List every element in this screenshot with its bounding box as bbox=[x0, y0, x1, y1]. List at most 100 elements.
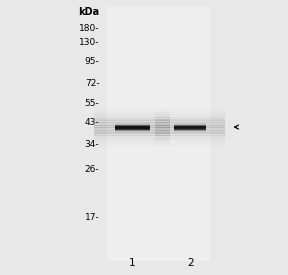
Bar bbox=[174, 126, 206, 127]
Bar bbox=[115, 123, 150, 124]
Bar bbox=[94, 127, 170, 128]
Bar bbox=[94, 140, 170, 141]
Bar bbox=[174, 130, 206, 131]
Bar bbox=[155, 133, 225, 134]
Bar bbox=[94, 133, 170, 134]
Bar bbox=[94, 122, 170, 123]
Bar bbox=[174, 122, 206, 123]
Bar bbox=[155, 114, 225, 115]
Bar bbox=[94, 140, 170, 141]
Bar bbox=[155, 131, 225, 132]
Text: 1: 1 bbox=[129, 258, 136, 268]
Bar bbox=[155, 133, 225, 134]
Bar bbox=[155, 119, 225, 120]
Bar bbox=[94, 111, 170, 112]
Bar bbox=[94, 128, 170, 129]
Bar bbox=[155, 125, 225, 126]
Bar bbox=[155, 140, 225, 141]
Bar bbox=[115, 131, 150, 132]
Bar bbox=[174, 132, 206, 133]
Bar bbox=[155, 139, 225, 140]
Bar bbox=[174, 131, 206, 132]
Bar bbox=[94, 113, 170, 114]
Text: 72-: 72- bbox=[85, 79, 99, 88]
Bar bbox=[115, 126, 150, 127]
Bar bbox=[174, 126, 206, 127]
Bar bbox=[115, 128, 150, 129]
Bar bbox=[155, 120, 225, 121]
Bar bbox=[94, 119, 170, 120]
Bar bbox=[155, 132, 225, 133]
Bar bbox=[115, 125, 150, 126]
Bar bbox=[115, 127, 150, 128]
Bar bbox=[155, 142, 225, 143]
Text: 34-: 34- bbox=[85, 140, 99, 149]
Bar bbox=[94, 138, 170, 139]
Bar bbox=[155, 124, 225, 125]
Bar bbox=[94, 135, 170, 136]
Bar bbox=[115, 128, 150, 129]
Bar bbox=[174, 124, 206, 125]
Bar bbox=[94, 127, 170, 128]
Bar bbox=[155, 113, 225, 114]
Bar bbox=[115, 131, 150, 132]
Bar bbox=[155, 116, 225, 117]
Bar bbox=[174, 127, 206, 128]
Bar bbox=[115, 127, 150, 128]
Bar bbox=[115, 126, 150, 127]
Bar bbox=[155, 144, 225, 145]
Bar bbox=[174, 128, 206, 129]
Bar bbox=[94, 117, 170, 118]
Bar bbox=[155, 123, 225, 125]
Bar bbox=[115, 132, 150, 133]
Bar bbox=[94, 130, 170, 131]
Bar bbox=[155, 127, 225, 128]
Bar bbox=[174, 123, 206, 124]
Bar bbox=[115, 124, 150, 125]
Bar bbox=[174, 125, 206, 126]
Bar bbox=[94, 121, 170, 122]
Text: 95-: 95- bbox=[85, 57, 99, 66]
Bar bbox=[94, 133, 170, 134]
Bar bbox=[94, 135, 170, 136]
Bar bbox=[174, 123, 206, 124]
Bar bbox=[155, 120, 225, 121]
Bar bbox=[94, 139, 170, 140]
Bar bbox=[155, 111, 225, 112]
Bar bbox=[115, 123, 150, 124]
Bar bbox=[155, 112, 225, 113]
Bar bbox=[174, 130, 206, 131]
Bar bbox=[115, 132, 150, 133]
Text: 26-: 26- bbox=[85, 165, 99, 174]
Bar bbox=[155, 118, 225, 119]
Bar bbox=[94, 115, 170, 116]
Bar bbox=[94, 131, 170, 132]
Bar bbox=[94, 129, 170, 130]
Text: 55-: 55- bbox=[85, 99, 99, 108]
Bar bbox=[94, 137, 170, 138]
Bar bbox=[94, 126, 170, 127]
Bar bbox=[115, 122, 150, 123]
Bar bbox=[94, 143, 170, 144]
Bar bbox=[94, 112, 170, 113]
Bar bbox=[155, 115, 225, 116]
Bar bbox=[115, 126, 150, 127]
Bar bbox=[115, 129, 150, 130]
Bar bbox=[94, 114, 170, 115]
Bar bbox=[115, 130, 150, 131]
Bar bbox=[174, 129, 206, 130]
Bar bbox=[115, 124, 150, 125]
Bar bbox=[155, 119, 225, 120]
Bar bbox=[94, 130, 170, 131]
Bar bbox=[155, 128, 225, 129]
Bar bbox=[155, 130, 225, 131]
Bar bbox=[174, 132, 206, 133]
Bar bbox=[155, 130, 225, 131]
Bar bbox=[155, 110, 225, 111]
Bar bbox=[94, 128, 170, 130]
Bar bbox=[94, 136, 170, 137]
Bar bbox=[115, 129, 150, 130]
Bar bbox=[155, 138, 225, 139]
Bar bbox=[94, 112, 170, 113]
Bar bbox=[174, 122, 206, 123]
